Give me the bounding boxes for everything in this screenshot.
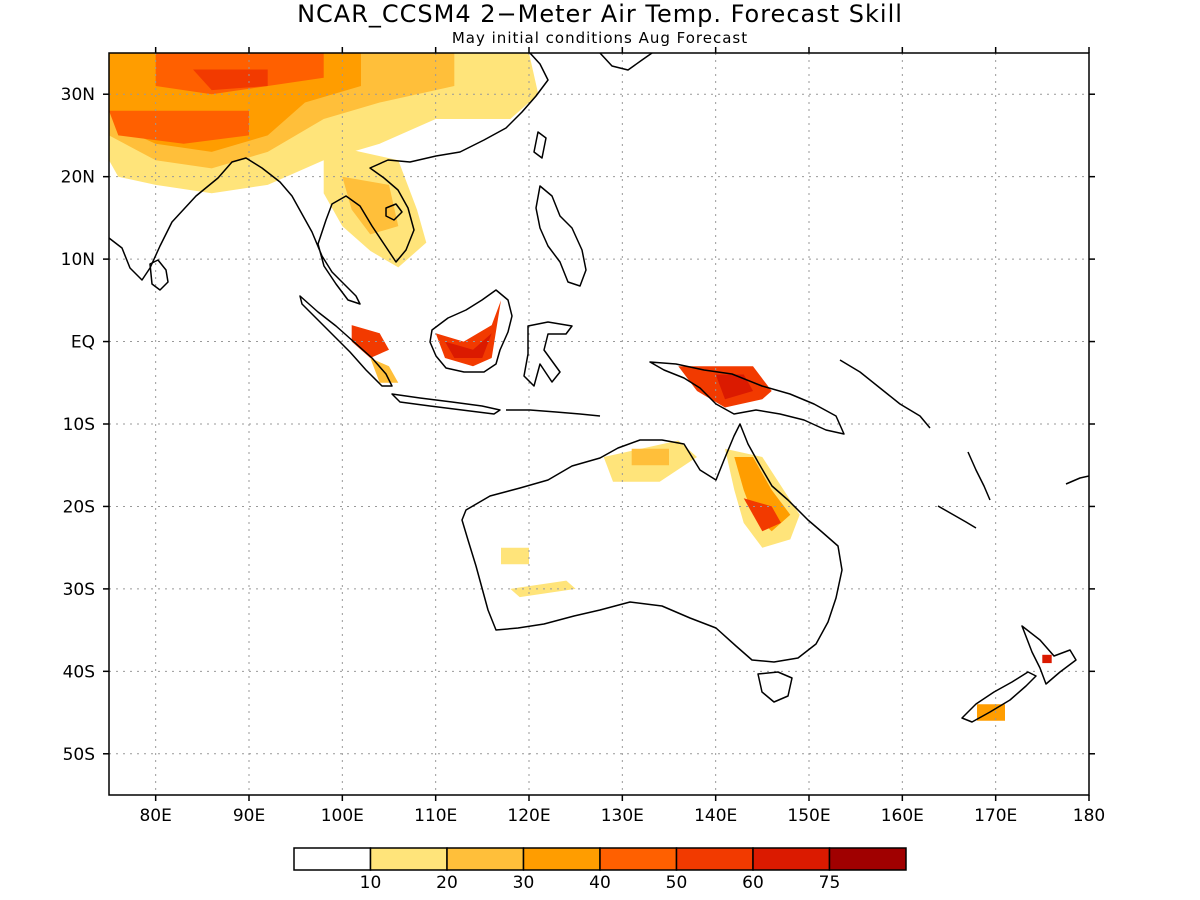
x-tick-label: 160E: [881, 806, 924, 826]
y-tick-label: 20S: [63, 497, 95, 517]
hainan-coastline: [385, 203, 403, 221]
skill-region: [631, 448, 669, 466]
y-tick-label: 10S: [63, 415, 95, 435]
y-tick-label: 30N: [61, 85, 95, 105]
colorbar-swatch: [828, 847, 907, 871]
skill-region: [109, 110, 249, 144]
x-tick-label: 130E: [601, 806, 644, 826]
x-tick-label: 110E: [414, 806, 457, 826]
fiji-coastline: [1065, 475, 1089, 485]
colorbar-label: 50: [666, 873, 688, 893]
x-tick-label: 170E: [974, 806, 1017, 826]
nz-south-island-coastline: [961, 671, 1037, 723]
philippines-coastline: [535, 185, 587, 287]
axes: 80E 90E 100E 110E 120E 130E 140E 150E 160E 170E 18…: [61, 47, 1105, 826]
skill-region: [1042, 654, 1052, 664]
x-tick-label: 140E: [694, 806, 737, 826]
solomon-coastline: [839, 359, 931, 429]
x-tick-label: 120E: [507, 806, 550, 826]
y-tick-label: 50S: [63, 745, 95, 765]
y-tick-label: 30S: [63, 580, 95, 600]
new-caledonia-coastline: [937, 505, 977, 529]
asia-coastline: [109, 53, 549, 305]
colorbar-label: 10: [360, 873, 382, 893]
colorbar-swatch: [675, 847, 754, 871]
australia-coastline: [461, 423, 843, 663]
colorbar-swatch: [446, 847, 525, 871]
colorbar-swatch: [599, 847, 678, 871]
colorbar-label: 40: [589, 873, 611, 893]
colorbar-label: 30: [513, 873, 535, 893]
map-subtitle: May initial conditions Aug Forecast: [451, 29, 749, 47]
skill-region: [977, 704, 1005, 721]
colorbar-swatch: [752, 847, 831, 871]
lesser-sunda-coastline: [506, 409, 601, 417]
vanuatu-coastline: [967, 451, 991, 501]
colorbar-legend: 10 20 30 40 50 60 75: [293, 847, 907, 893]
nz-north-island-coastline: [1021, 625, 1077, 685]
skill-region: [715, 374, 753, 400]
colorbar-label: 20: [436, 873, 458, 893]
skill-region: [501, 547, 529, 565]
colorbar-label: 60: [742, 873, 764, 893]
x-tick-label: 100E: [321, 806, 364, 826]
x-tick-label: 150E: [787, 806, 830, 826]
skill-region: [351, 325, 389, 358]
colorbar-swatch: [293, 847, 372, 871]
colorbar-label: 75: [819, 873, 841, 893]
tasmania-coastline: [757, 671, 793, 703]
x-tick-label: 80E: [139, 806, 171, 826]
new-guinea-coastline: [649, 361, 845, 435]
borneo-coastline: [429, 289, 513, 373]
map-title: NCAR_CCSM4 2−Meter Air Temp. Forecast Sk…: [297, 0, 903, 28]
sumatra-coastline: [299, 295, 393, 387]
taiwan-coastline: [533, 131, 547, 159]
japan-coastline: [599, 53, 653, 71]
skill-region: [445, 333, 492, 358]
x-tick-label: 90E: [233, 806, 265, 826]
y-tick-label: EQ: [71, 333, 95, 353]
colorbar-swatch: [369, 847, 448, 871]
x-tick-label: 180: [1073, 806, 1105, 826]
sulawesi-coastline: [523, 321, 573, 387]
sri-lanka-coastline: [149, 259, 169, 291]
y-tick-label: 40S: [63, 662, 95, 682]
skill-shading: [109, 53, 1052, 721]
gridlines: [109, 53, 1089, 795]
java-coastline: [391, 393, 501, 415]
y-tick-label: 20N: [61, 168, 95, 188]
skill-region: [734, 457, 791, 532]
skill-region: [342, 176, 399, 235]
colorbar-swatch: [522, 847, 601, 871]
y-tick-label: 10N: [61, 250, 95, 270]
coastlines: [109, 53, 1089, 723]
